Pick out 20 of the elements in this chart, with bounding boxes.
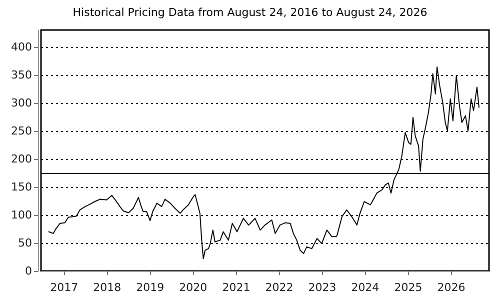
y-tick-label: 50 xyxy=(18,236,32,250)
y-tick-label: 200 xyxy=(11,152,32,166)
y-tick-label: 250 xyxy=(11,124,32,138)
chart-title: Historical Pricing Data from August 24, 2016 to August 24, 2026 xyxy=(72,6,428,19)
x-tick-label: 2022 xyxy=(265,281,294,294)
x-tick-label: 2026 xyxy=(437,281,466,294)
x-tick-label: 2019 xyxy=(136,281,164,294)
y-tick-label: 400 xyxy=(11,40,32,54)
x-tick-label: 2023 xyxy=(308,281,336,294)
y-tick-label: 0 xyxy=(25,264,32,278)
y-tick-label: 150 xyxy=(11,180,32,194)
x-tick-label: 2025 xyxy=(394,281,422,294)
y-tick-label: 300 xyxy=(11,96,32,110)
y-tick-label: 350 xyxy=(11,68,32,82)
x-tick-label: 2021 xyxy=(222,281,250,294)
x-tick-label: 2020 xyxy=(179,281,208,294)
x-tick-label: 2018 xyxy=(93,281,122,294)
y-tick-label: 100 xyxy=(11,208,32,222)
x-tick-label: 2017 xyxy=(50,281,78,294)
x-tick-label: 2024 xyxy=(351,281,380,294)
